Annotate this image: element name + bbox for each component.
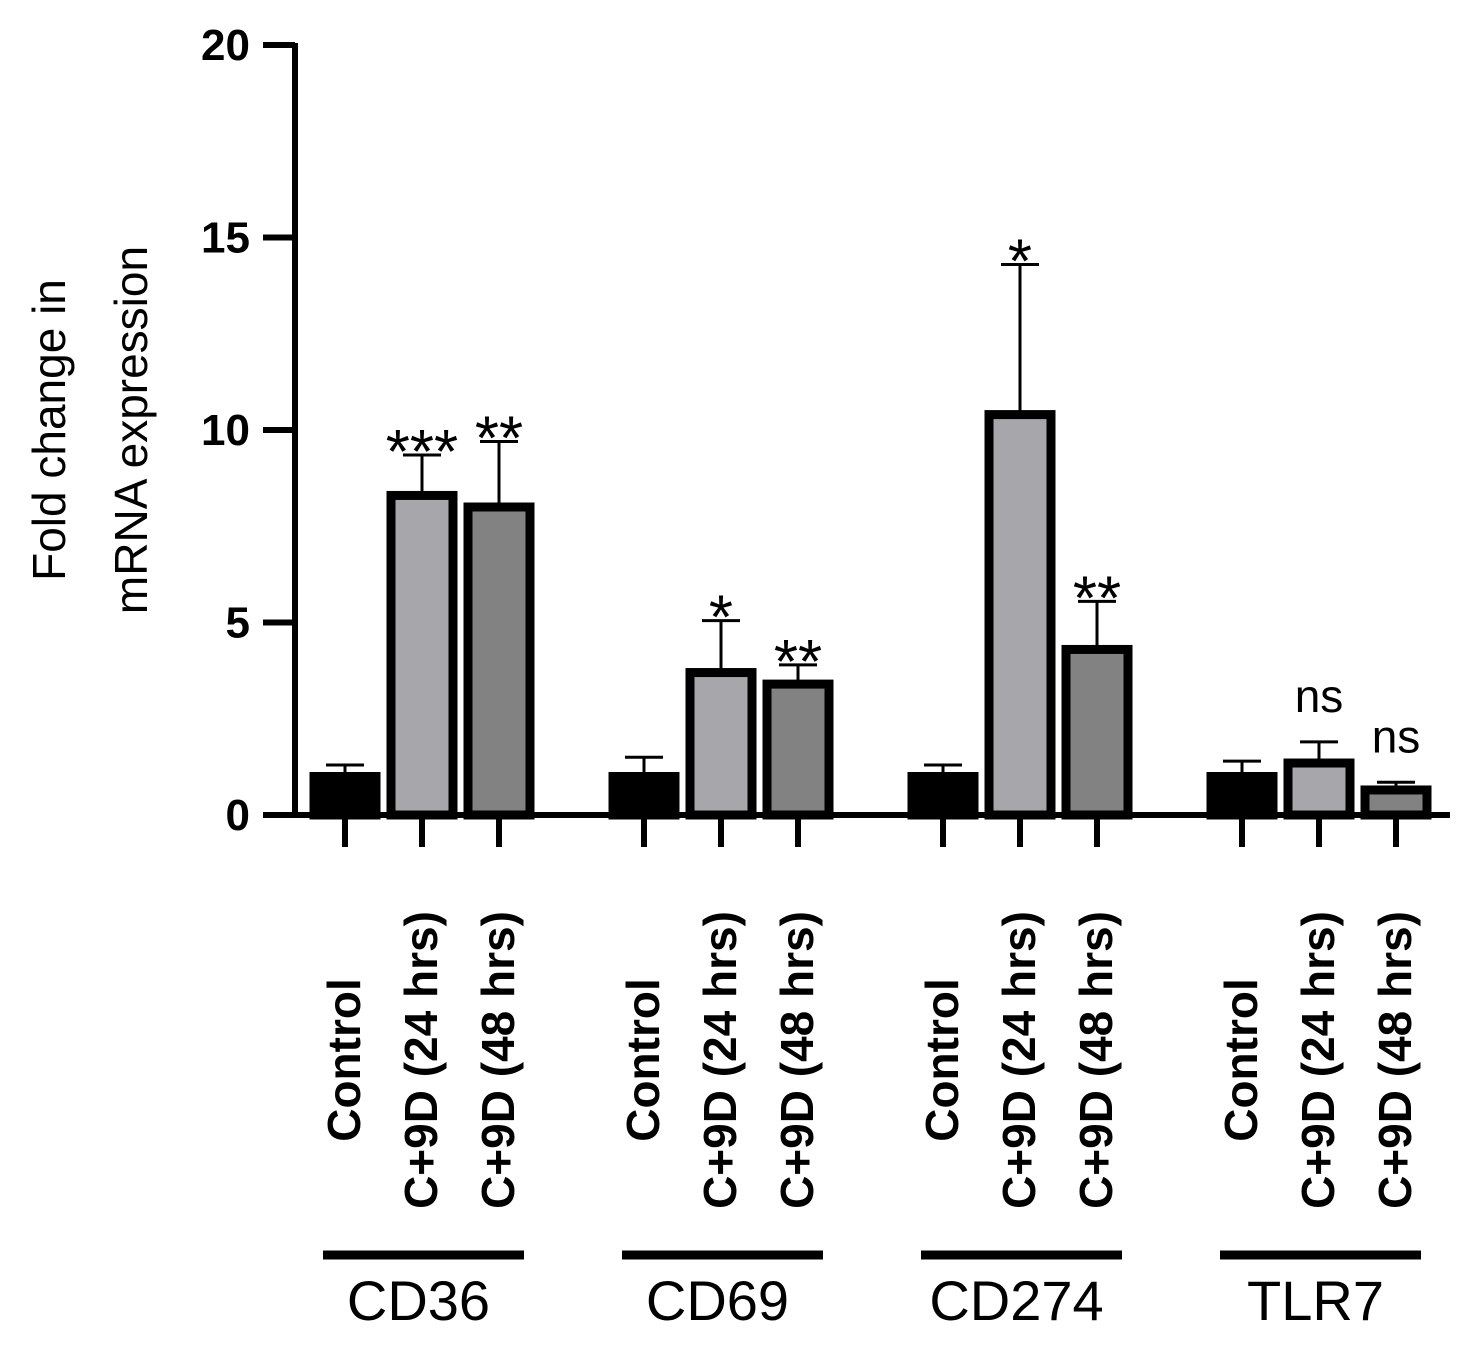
y-tick-label: 5 xyxy=(226,599,250,648)
significance-label: ns xyxy=(1295,670,1344,722)
x-tick-label: C+9D (48 hrs) xyxy=(771,911,823,1209)
bar xyxy=(1283,758,1355,820)
x-tick-label: C+9D (24 hrs) xyxy=(1292,911,1344,1209)
x-tick-label: Control xyxy=(1215,978,1267,1142)
group-label: TLR7 xyxy=(1247,1269,1384,1332)
significance-label: * xyxy=(1008,227,1032,296)
y-axis-label: Fold change in mRNA expression xyxy=(23,246,157,614)
bar xyxy=(984,410,1056,820)
bar xyxy=(1061,644,1133,820)
significance-label: ns xyxy=(1372,710,1421,762)
bar xyxy=(1206,772,1278,820)
bar xyxy=(762,679,834,820)
x-tick-label: C+9D (24 hrs) xyxy=(993,911,1045,1209)
bar xyxy=(309,772,381,820)
y-tick-label: 10 xyxy=(201,406,250,455)
y-tick-label: 20 xyxy=(201,21,250,70)
bar xyxy=(463,502,535,820)
x-tick-label: C+9D (24 hrs) xyxy=(395,911,447,1209)
group-label: CD69 xyxy=(646,1269,789,1332)
x-tick-label: C+9D (24 hrs) xyxy=(694,911,746,1209)
x-tick-label: C+9D (48 hrs) xyxy=(472,911,524,1209)
y-tick-label: 0 xyxy=(226,791,250,840)
x-tick-label: C+9D (48 hrs) xyxy=(1369,911,1421,1209)
significance-label: * xyxy=(709,584,733,653)
x-tick-label: Control xyxy=(916,978,968,1142)
significance-label: ** xyxy=(774,628,822,697)
group-label: CD274 xyxy=(929,1269,1103,1332)
bar xyxy=(685,668,757,820)
significance-label: ** xyxy=(1073,564,1121,633)
x-tick-label: C+9D (48 hrs) xyxy=(1070,911,1122,1209)
x-tick-label: Control xyxy=(617,978,669,1142)
significance-label: ** xyxy=(475,405,523,474)
bar xyxy=(1360,785,1432,820)
bar xyxy=(386,490,458,820)
y-axis-label-line-2: mRNA expression xyxy=(105,246,157,614)
x-tick-labels: Control C+9D (24 hrs) C+9D (48 hrs) Control… xyxy=(318,911,1421,1209)
bar xyxy=(907,772,979,820)
bar xyxy=(608,772,680,820)
y-tick-label: 15 xyxy=(201,214,250,263)
x-tick-label: Control xyxy=(318,978,370,1142)
significance-label: *** xyxy=(386,418,458,487)
group-labels: CD36 CD69 CD274 TLR7 xyxy=(323,1250,1421,1332)
y-axis-label-line-1: Fold change in xyxy=(23,279,75,581)
group-label: CD36 xyxy=(347,1269,490,1332)
